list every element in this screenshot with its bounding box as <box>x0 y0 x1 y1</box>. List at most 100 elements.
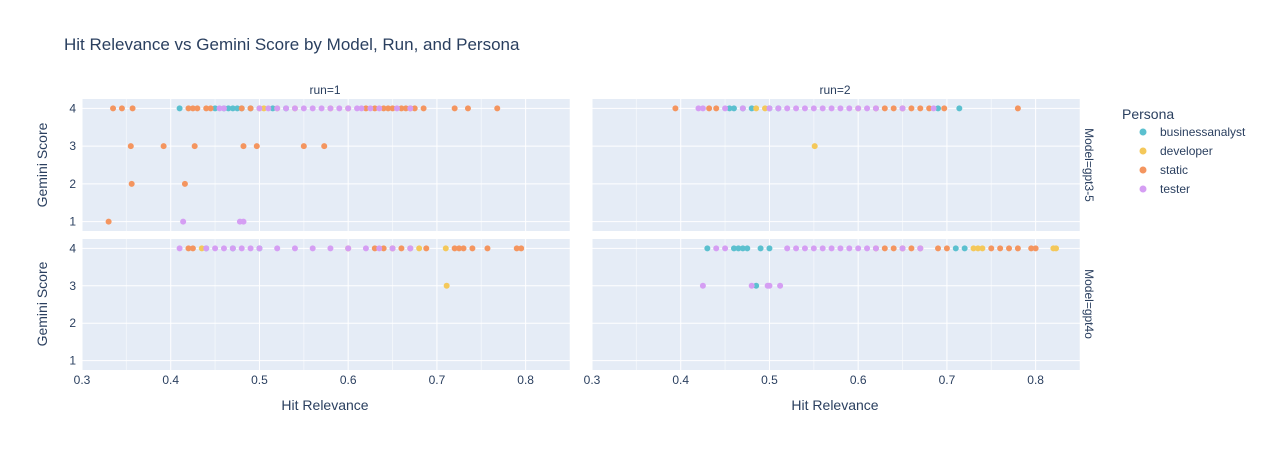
data-point-static <box>456 245 463 252</box>
data-point-businessanalyst <box>269 105 276 112</box>
data-point-static <box>941 105 948 112</box>
data-point-tester <box>291 105 298 112</box>
data-point-static <box>1032 245 1039 252</box>
data-point-tester <box>699 282 706 289</box>
data-point-static <box>253 143 260 150</box>
data-point-tester <box>309 245 316 252</box>
data-point-static <box>713 105 720 112</box>
data-point-tester <box>336 105 343 112</box>
panel-run-1-gpt3-5: 1 2 3 4 <box>69 99 571 231</box>
data-point-static <box>1028 245 1035 252</box>
data-point-developer <box>811 143 818 150</box>
data-point-developer <box>979 245 986 252</box>
data-point-tester <box>819 105 826 112</box>
data-point-static <box>380 245 387 252</box>
data-point-developer <box>1053 245 1060 252</box>
data-point-static <box>189 105 196 112</box>
data-point-static <box>706 105 713 112</box>
data-point-static <box>110 105 117 112</box>
legend-marker-developer <box>1139 147 1147 155</box>
data-point-tester <box>274 105 281 112</box>
legend-marker-tester <box>1139 185 1147 193</box>
data-point-businessanalyst <box>726 105 733 112</box>
data-point-tester <box>739 105 746 112</box>
data-point-tester <box>212 245 219 252</box>
data-point-static <box>1014 105 1021 112</box>
data-point-tester <box>846 245 853 252</box>
data-point-tester <box>180 218 187 225</box>
data-point-static <box>469 245 476 252</box>
data-point-tester <box>775 105 782 112</box>
data-point-tester <box>722 105 729 112</box>
data-point-static <box>207 105 214 112</box>
x-tick-label: 0.7 <box>939 373 956 387</box>
data-point-businessanalyst <box>952 245 959 252</box>
data-point-tester <box>238 245 245 252</box>
data-point-tester <box>220 105 227 112</box>
data-point-tester <box>855 105 862 112</box>
data-point-businessanalyst <box>234 105 241 112</box>
data-point-tester <box>376 105 383 112</box>
data-point-static <box>191 143 198 150</box>
data-point-tester <box>784 105 791 112</box>
panel-run-2-gpt4o: 0.3 0.4 0.5 0.6 0.7 0.8 <box>584 239 1081 387</box>
data-point-static <box>926 105 933 112</box>
data-point-static <box>380 105 387 112</box>
data-point-businessanalyst <box>753 282 760 289</box>
data-point-static <box>389 105 396 112</box>
data-point-tester <box>846 105 853 112</box>
data-point-static <box>423 245 430 252</box>
legend-label-tester: tester <box>1160 182 1190 196</box>
data-point-tester <box>810 105 817 112</box>
data-point-developer <box>974 245 981 252</box>
x-tick-label: 0.6 <box>340 373 357 387</box>
data-point-static <box>881 105 888 112</box>
data-point-tester <box>855 245 862 252</box>
data-point-tester <box>784 245 791 252</box>
data-point-static <box>398 245 405 252</box>
facet-label-run-1: run=1 <box>309 83 340 97</box>
panel-run-1-gpt4o: 0.3 0.4 0.5 0.6 0.7 0.8 1 2 3 4 <box>69 239 571 387</box>
data-point-developer <box>753 105 760 112</box>
legend-marker-businessanalyst <box>1139 128 1147 136</box>
data-point-businessanalyst <box>757 245 764 252</box>
data-point-static <box>451 245 458 252</box>
data-point-businessanalyst <box>766 245 773 252</box>
data-point-tester <box>256 105 263 112</box>
data-point-tester <box>220 245 227 252</box>
data-point-tester <box>393 105 400 112</box>
data-point-developer <box>442 245 449 252</box>
data-point-tester <box>777 282 784 289</box>
data-point-tester <box>256 245 263 252</box>
data-point-tester <box>766 282 773 289</box>
data-point-static <box>160 143 167 150</box>
data-point-tester <box>930 105 937 112</box>
data-point-tester <box>899 245 906 252</box>
data-point-businessanalyst <box>229 105 236 112</box>
data-point-tester <box>389 245 396 252</box>
data-point-tester <box>247 245 254 252</box>
data-point-static <box>118 105 125 112</box>
data-point-tester <box>354 105 361 112</box>
data-point-static <box>988 245 995 252</box>
x-tick-label: 0.6 <box>850 373 867 387</box>
data-point-tester <box>240 218 247 225</box>
legend-title: Persona <box>1122 106 1174 122</box>
data-point-static <box>890 105 897 112</box>
y-tick-label: 2 <box>69 316 76 330</box>
data-point-tester <box>358 105 365 112</box>
y-tick-label: 3 <box>69 279 76 293</box>
data-point-tester <box>837 245 844 252</box>
data-point-developer <box>970 245 977 252</box>
data-point-tester <box>265 105 272 112</box>
data-point-tester <box>801 245 808 252</box>
data-point-businessanalyst <box>730 105 737 112</box>
data-point-static <box>203 105 210 112</box>
data-point-static <box>240 143 247 150</box>
x-tick-label: 0.8 <box>1027 373 1044 387</box>
data-point-businessanalyst <box>730 245 737 252</box>
data-point-businessanalyst <box>739 245 746 252</box>
data-point-static <box>672 105 679 112</box>
data-point-static <box>935 245 942 252</box>
data-point-static <box>420 105 427 112</box>
